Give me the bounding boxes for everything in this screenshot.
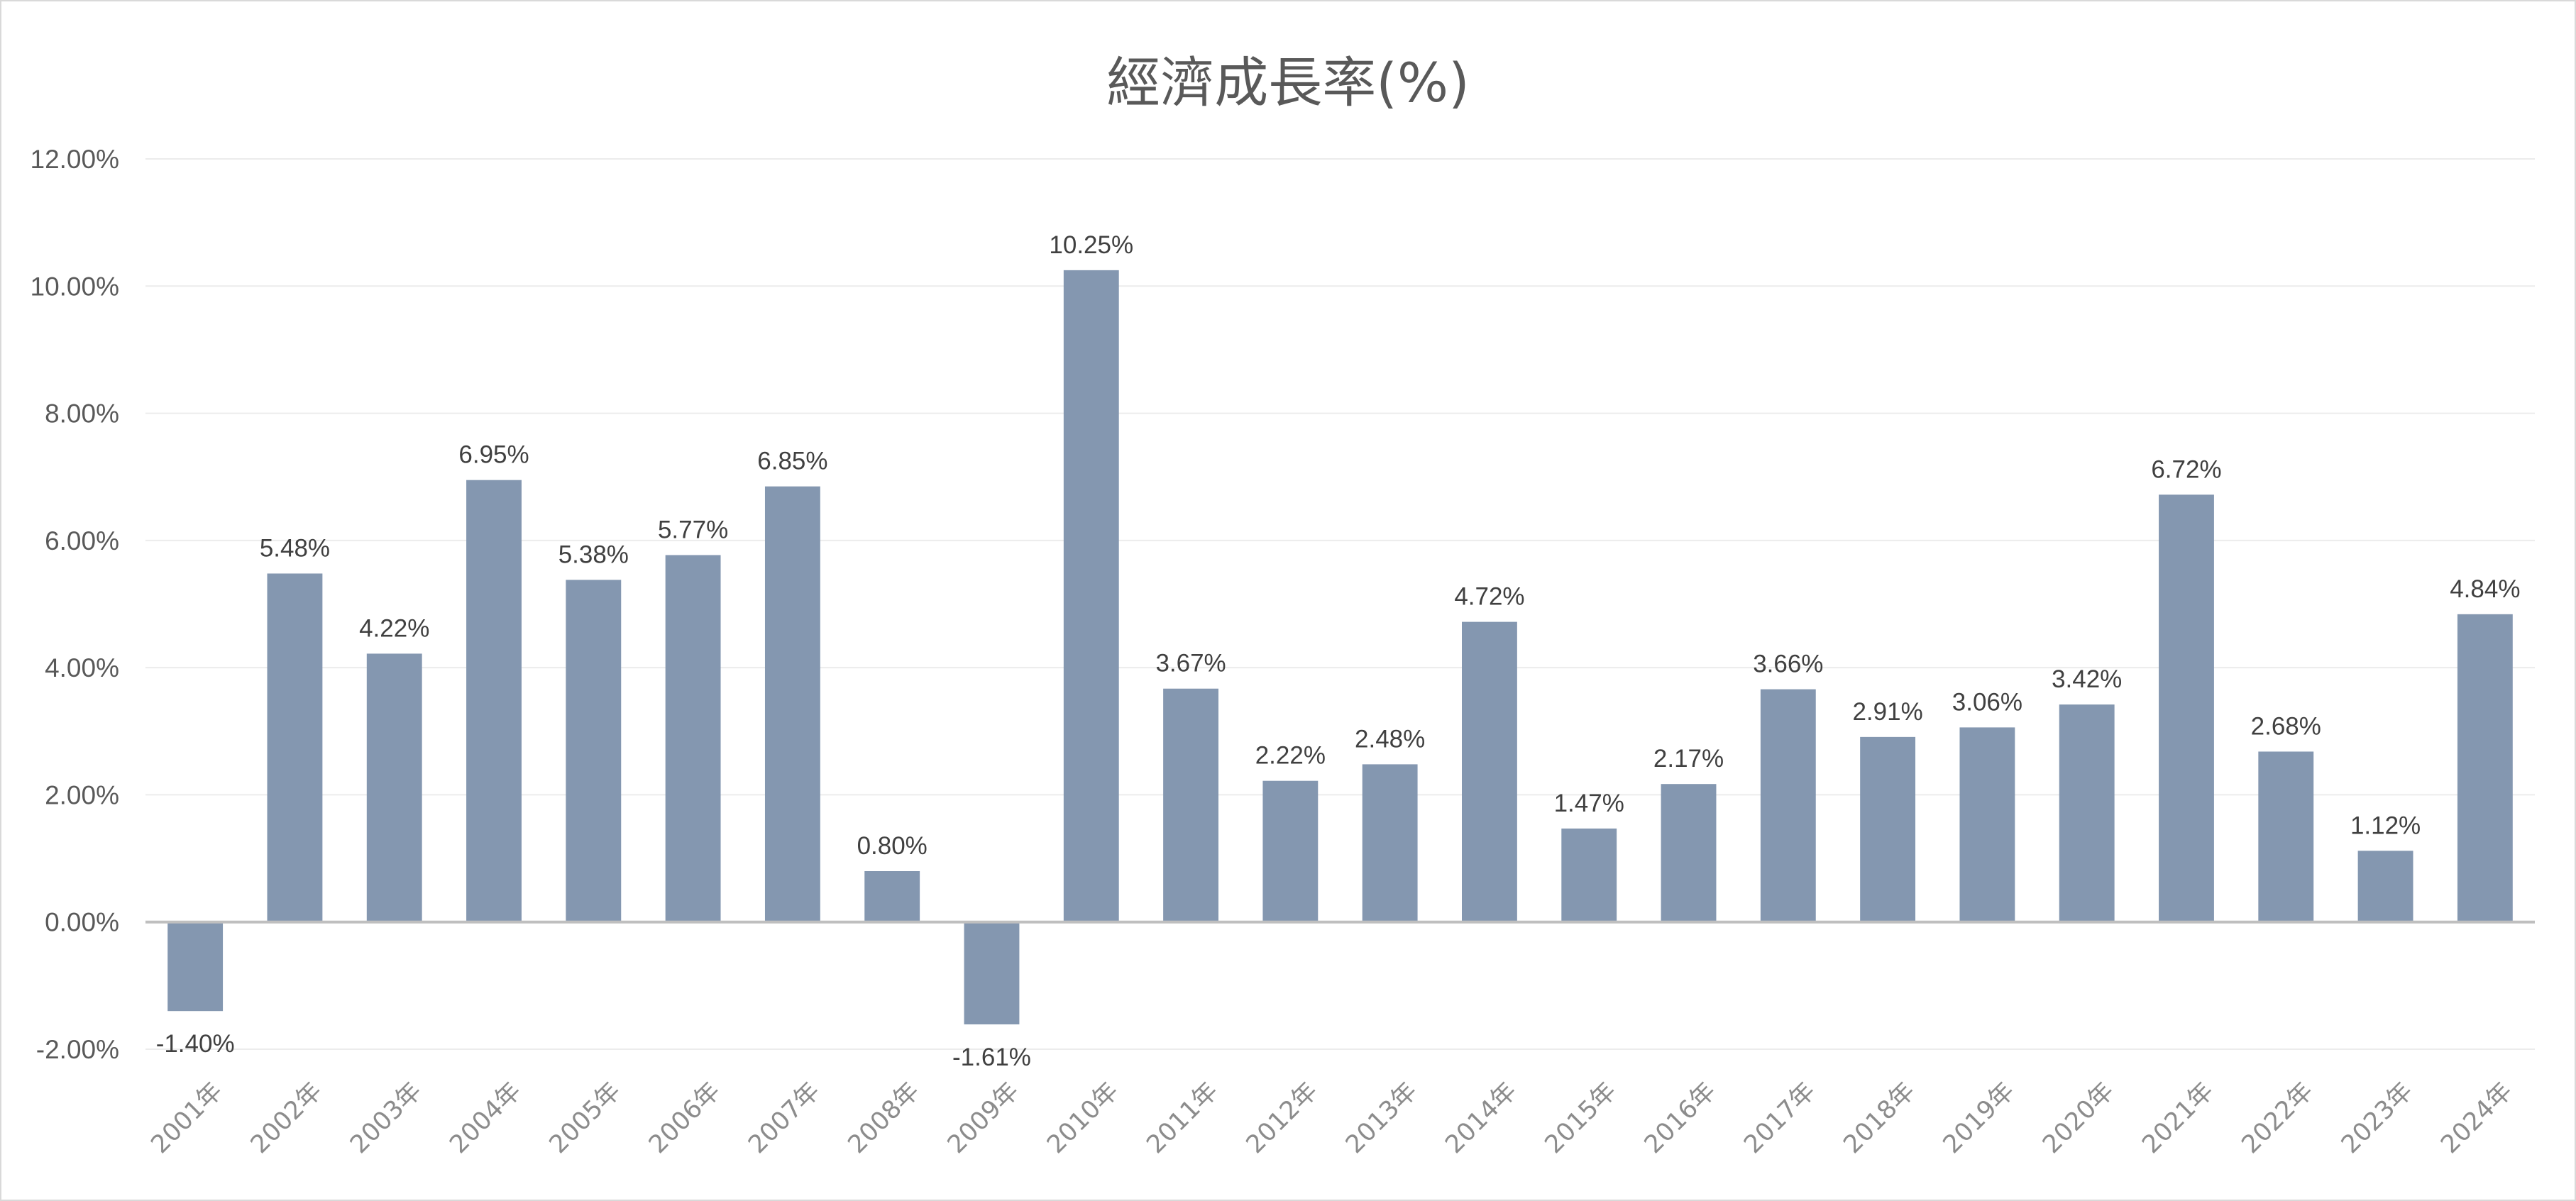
x-tick-label: 2001年 [145, 1077, 228, 1159]
data-labels: -1.40% 5.48% 4.22% 6.95% 5.38% 5.77% 6.85% 0.80… [156, 231, 2521, 1071]
x-tick-label: 2007年 [743, 1077, 825, 1159]
bar [2457, 614, 2513, 922]
bars [167, 270, 2513, 1025]
data-label: -1.61% [952, 1044, 1031, 1071]
x-tick-label: 2024年 [2435, 1077, 2518, 1159]
x-tick-label: 2014年 [1440, 1077, 1522, 1159]
x-tick-label: 2003年 [345, 1077, 427, 1159]
chart-title: 經濟成長率(%) [1106, 51, 1470, 114]
bar [267, 573, 323, 922]
x-tick-label: 2004年 [444, 1077, 527, 1159]
data-label: -1.40% [156, 1030, 235, 1058]
x-tick-label: 2006年 [644, 1077, 726, 1159]
bar [366, 653, 422, 922]
data-label: 3.67% [1155, 650, 1226, 677]
data-label: 3.06% [1952, 688, 2022, 716]
x-tick-label: 2005年 [544, 1077, 627, 1159]
bar [466, 480, 522, 922]
bar [2258, 751, 2314, 922]
y-tick-label: 8.00% [45, 399, 119, 428]
x-tick-label: 2022年 [2237, 1077, 2319, 1159]
bar [1860, 736, 1916, 922]
data-label: 2.91% [1852, 698, 1922, 726]
data-label: 0.80% [857, 832, 928, 860]
data-label: 6.95% [458, 441, 529, 469]
bar [566, 580, 622, 922]
bar [1561, 828, 1617, 922]
data-label: 2.22% [1255, 742, 1326, 770]
data-label: 10.25% [1049, 231, 1133, 259]
y-tick-label: 12.00% [31, 145, 120, 174]
bar [1362, 764, 1418, 922]
data-label: 3.42% [2052, 665, 2122, 693]
data-label: 5.77% [658, 516, 728, 543]
y-tick-label: 0.00% [45, 908, 119, 937]
y-tick-label: 4.00% [45, 653, 119, 682]
data-label: 5.38% [558, 541, 629, 568]
x-tick-label: 2011年 [1141, 1077, 1223, 1159]
x-tick-label: 2009年 [942, 1077, 1025, 1159]
bar [2357, 851, 2413, 922]
bar [1063, 270, 1119, 922]
bar [167, 921, 224, 1012]
bar [1661, 784, 1717, 922]
y-tick-label: 2.00% [45, 780, 119, 809]
data-label: 2.17% [1653, 745, 1724, 773]
bar [864, 871, 920, 922]
bar [1959, 727, 2015, 922]
y-tick-label: 10.00% [31, 272, 120, 301]
x-tick-label: 2010年 [1042, 1077, 1124, 1159]
bar [1163, 688, 1218, 922]
x-tick-label: 2013年 [1341, 1077, 1423, 1159]
data-label: 6.85% [757, 448, 827, 475]
x-tick-label: 2002年 [246, 1077, 328, 1159]
y-tick-label: 6.00% [45, 526, 119, 555]
data-label: 5.48% [260, 534, 330, 562]
x-tick-label: 2020年 [2037, 1077, 2120, 1159]
bar [2059, 704, 2115, 922]
y-tick-label: -2.00% [36, 1035, 119, 1064]
data-label: 6.72% [2151, 455, 2221, 483]
x-tick-label: 2017年 [1739, 1077, 1821, 1159]
data-label: 1.47% [1554, 790, 1624, 817]
x-tick-label: 2008年 [843, 1077, 925, 1159]
data-label: 2.68% [2251, 712, 2321, 740]
data-label: 1.12% [2350, 812, 2421, 839]
bar [665, 555, 721, 922]
data-label: 4.72% [1454, 583, 1524, 611]
data-label: 2.48% [1355, 725, 1425, 753]
data-label: 4.22% [359, 614, 429, 642]
x-tick-label: 2016年 [1639, 1077, 1722, 1159]
bar [2159, 494, 2214, 922]
x-tick-label: 2023年 [2336, 1077, 2418, 1159]
x-tick-label: 2019年 [1938, 1077, 2020, 1159]
x-tick-label: 2015年 [1540, 1077, 1622, 1159]
y-axis-ticks: -2.00% 0.00% 2.00% 4.00% 6.00% 8.00% 10.00% 12.… [31, 145, 120, 1064]
x-tick-label: 2012年 [1241, 1077, 1323, 1159]
bar [1462, 621, 1517, 922]
bar [1760, 689, 1816, 922]
data-label: 3.66% [1753, 651, 1823, 678]
x-tick-label: 2021年 [2137, 1077, 2219, 1159]
x-axis-labels: 2001年 2002年 2003年 2004年 2005年 2006年 2007年 2008年… [145, 1077, 2518, 1159]
data-label: 4.84% [2450, 575, 2520, 603]
bar [1262, 780, 1319, 922]
bar [764, 486, 820, 922]
gridlines [145, 158, 2535, 1050]
x-tick-label: 2018年 [1838, 1077, 1920, 1159]
bar [964, 921, 1020, 1025]
